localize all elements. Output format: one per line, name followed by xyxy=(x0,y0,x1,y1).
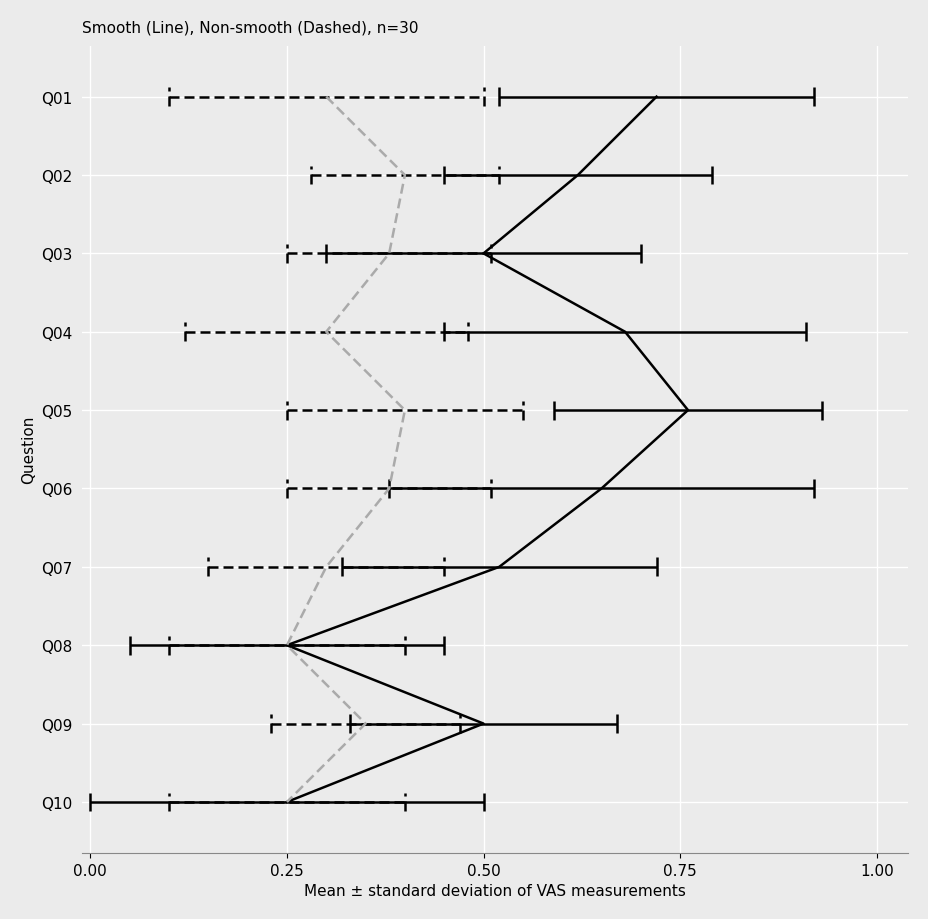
X-axis label: Mean ± standard deviation of VAS measurements: Mean ± standard deviation of VAS measure… xyxy=(304,883,686,898)
Text: Smooth (Line), Non-smooth (Dashed), n=30: Smooth (Line), Non-smooth (Dashed), n=30 xyxy=(83,21,419,36)
Y-axis label: Question: Question xyxy=(20,415,36,484)
